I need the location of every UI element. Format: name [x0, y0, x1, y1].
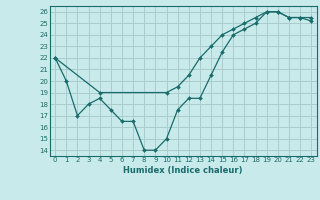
X-axis label: Humidex (Indice chaleur): Humidex (Indice chaleur) — [124, 166, 243, 175]
